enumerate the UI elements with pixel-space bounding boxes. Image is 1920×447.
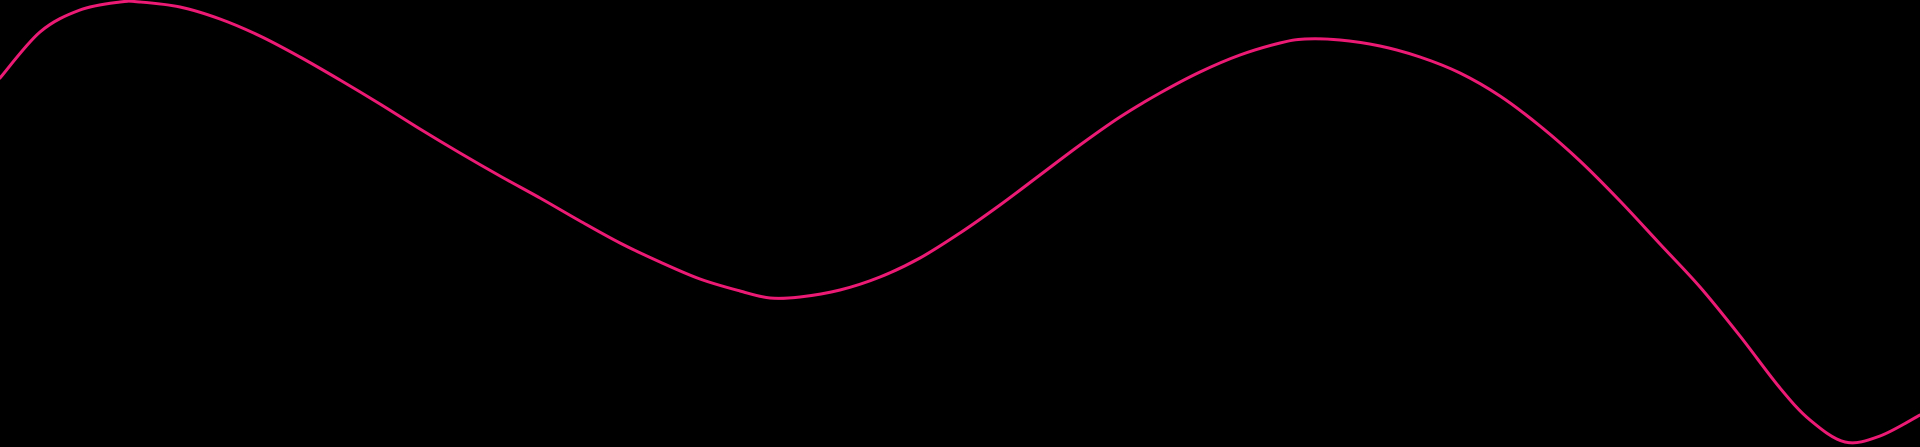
chart-background xyxy=(0,0,1920,447)
wave-curve-path xyxy=(0,0,1920,445)
wave-curve-svg xyxy=(0,0,1920,447)
chart-canvas xyxy=(0,0,1920,447)
